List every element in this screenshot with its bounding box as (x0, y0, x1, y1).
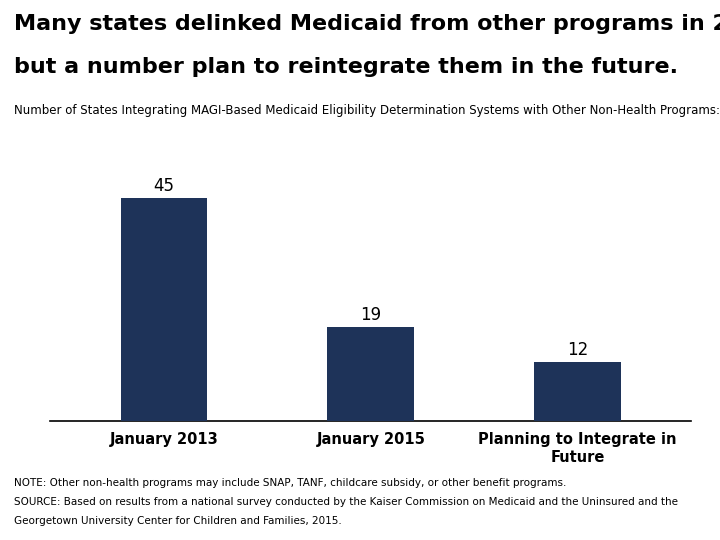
Text: KAISER: KAISER (631, 495, 683, 508)
Bar (328, 327, 414, 421)
Text: FOUNDATION: FOUNDATION (640, 524, 674, 529)
Text: FAMILY: FAMILY (638, 510, 676, 520)
Text: SOURCE: Based on results from a national survey conducted by the Kaiser Commissi: SOURCE: Based on results from a national… (14, 497, 678, 507)
Text: 19: 19 (360, 306, 382, 324)
Text: NOTE: Other non-health programs may include SNAP, TANF, childcare subsidy, or ot: NOTE: Other non-health programs may incl… (14, 478, 567, 488)
Text: Number of States Integrating MAGI-Based Medicaid Eligibility Determination Syste: Number of States Integrating MAGI-Based … (14, 104, 720, 117)
Bar (121, 198, 207, 421)
Bar (534, 362, 621, 421)
Text: but a number plan to reintegrate them in the future.: but a number plan to reintegrate them in… (14, 57, 678, 77)
Text: Georgetown University Center for Children and Families, 2015.: Georgetown University Center for Childre… (14, 516, 342, 526)
Text: Many states delinked Medicaid from other programs in 2014: Many states delinked Medicaid from other… (14, 14, 720, 33)
Text: 12: 12 (567, 341, 588, 359)
Text: THE HENRY J.: THE HENRY J. (639, 485, 675, 490)
Text: 45: 45 (153, 177, 174, 194)
